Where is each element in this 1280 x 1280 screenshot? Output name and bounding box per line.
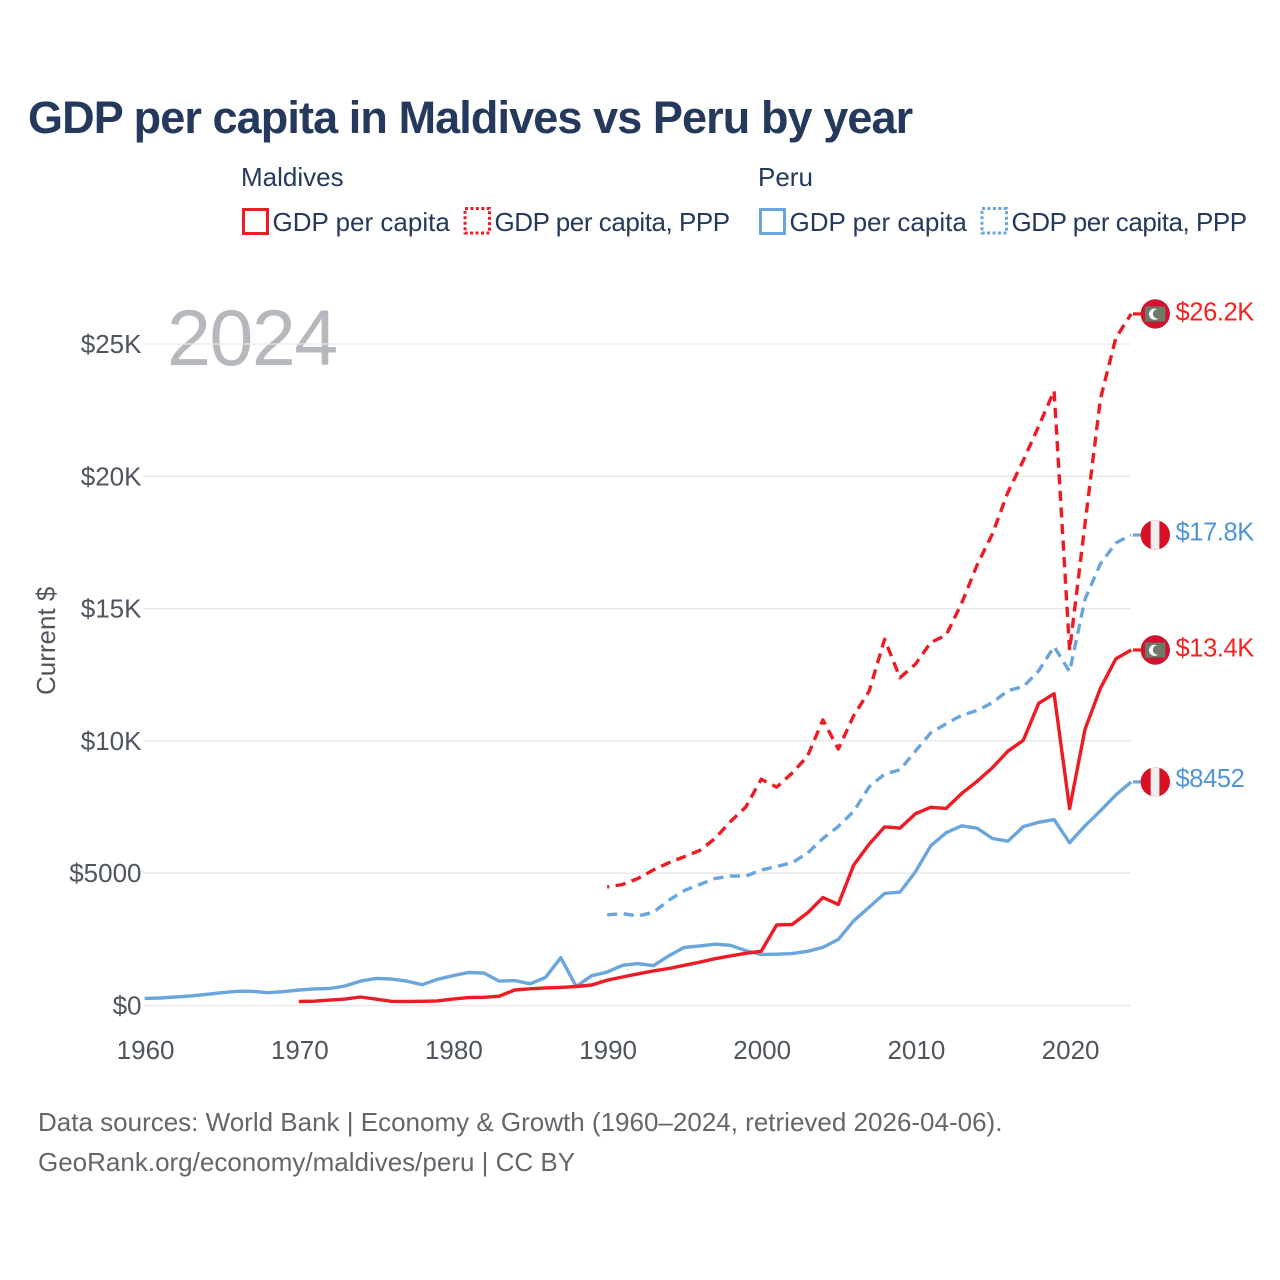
svg-text:GDP per capita, PPP: GDP per capita, PPP <box>1012 207 1247 237</box>
svg-text:GeoRank.org/economy/maldives/p: GeoRank.org/economy/maldives/peru | CC B… <box>38 1147 575 1177</box>
svg-text:Data sources: World Bank | Eco: Data sources: World Bank | Economy & Gro… <box>38 1107 1002 1137</box>
svg-text:GDP per capita, PPP: GDP per capita, PPP <box>495 207 730 237</box>
svg-text:GDP per capita: GDP per capita <box>273 207 451 237</box>
svg-text:$17.8K: $17.8K <box>1176 519 1255 547</box>
svg-text:Current $: Current $ <box>31 586 61 695</box>
svg-text:$13.4K: $13.4K <box>1176 635 1255 663</box>
svg-text:$15K: $15K <box>81 594 142 624</box>
svg-text:1960: 1960 <box>117 1035 175 1065</box>
svg-text:$5000: $5000 <box>69 858 141 888</box>
svg-text:1980: 1980 <box>425 1035 483 1065</box>
svg-text:$20K: $20K <box>81 461 142 491</box>
svg-text:$10K: $10K <box>81 726 142 756</box>
svg-text:2024: 2024 <box>167 293 337 382</box>
svg-text:2000: 2000 <box>733 1035 791 1065</box>
svg-text:Peru: Peru <box>758 162 813 192</box>
svg-text:2020: 2020 <box>1042 1035 1100 1065</box>
svg-text:GDP per capita in Maldives vs: GDP per capita in Maldives vs Peru by ye… <box>28 92 913 143</box>
svg-text:$0: $0 <box>113 991 142 1021</box>
svg-text:1990: 1990 <box>579 1035 637 1065</box>
svg-text:2010: 2010 <box>887 1035 945 1065</box>
svg-text:1970: 1970 <box>271 1035 329 1065</box>
svg-text:$8452: $8452 <box>1176 765 1245 793</box>
svg-text:$26.2K: $26.2K <box>1176 298 1255 326</box>
svg-text:$25K: $25K <box>81 329 142 359</box>
svg-text:GDP per capita: GDP per capita <box>790 207 968 237</box>
svg-text:Maldives: Maldives <box>241 162 344 192</box>
